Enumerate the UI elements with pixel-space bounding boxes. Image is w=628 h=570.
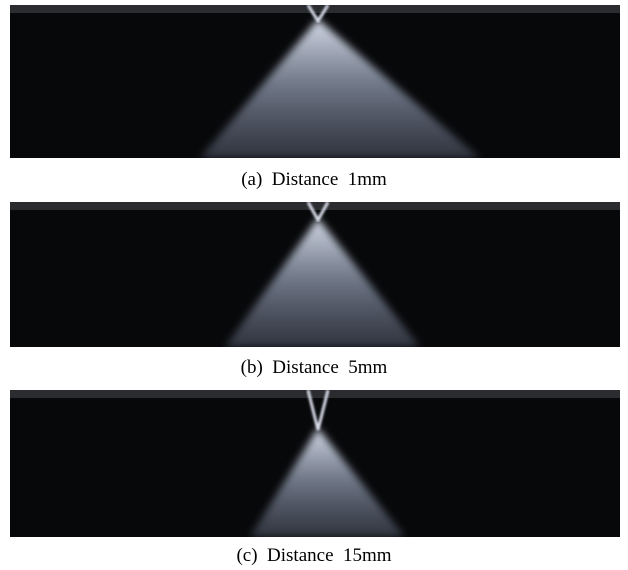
caption: (b) Distance 5mm — [0, 357, 628, 379]
spray-photo — [10, 390, 620, 537]
spray-photo — [10, 202, 620, 347]
spray-photo — [10, 5, 620, 158]
page: {"figure": {"panels": [ {"caption": "(a)… — [0, 0, 628, 570]
caption: (c) Distance 15mm — [0, 545, 628, 567]
caption: (a) Distance 1mm — [0, 169, 628, 191]
